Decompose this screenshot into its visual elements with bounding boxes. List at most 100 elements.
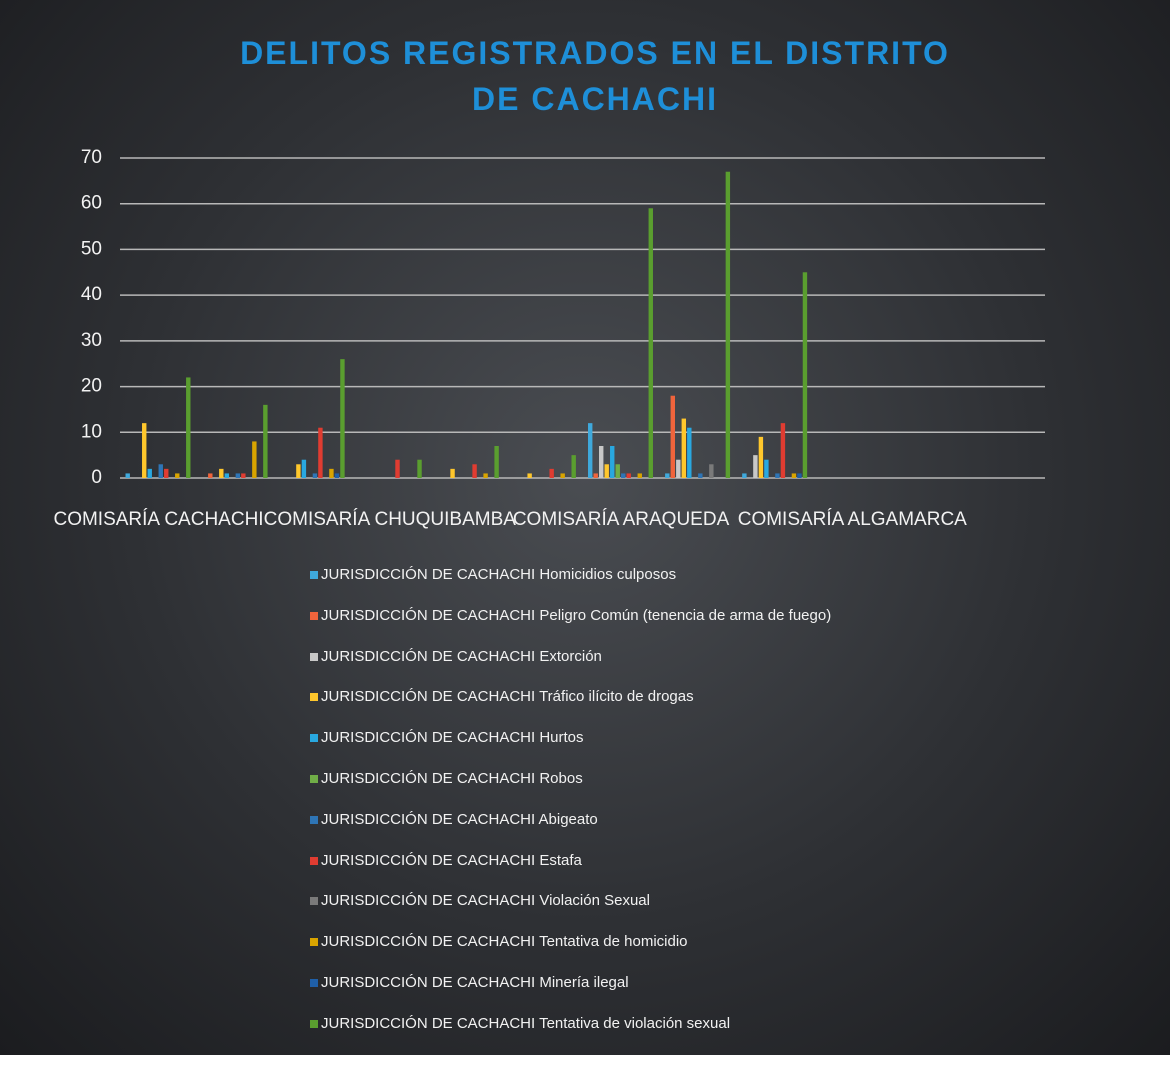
bar <box>417 459 422 478</box>
bar <box>571 455 576 478</box>
legend-swatch <box>310 652 318 661</box>
legend-entry: JURISDICCIÓN DE CACHACHI Estafa <box>310 852 582 869</box>
bar <box>164 468 169 478</box>
legend-swatch <box>310 611 318 620</box>
bar <box>235 473 241 478</box>
bar <box>665 473 670 478</box>
bar <box>593 473 598 478</box>
legend-swatch <box>310 856 318 865</box>
bar <box>334 473 340 478</box>
legend-label: JURISDICCIÓN DE CACHACHI Tentativa de vi… <box>321 1014 731 1032</box>
bar <box>301 459 307 478</box>
legend-label: JURISDICCIÓN DE CACHACHI Minería ilegal <box>321 974 629 991</box>
bar <box>626 473 631 478</box>
bar <box>615 464 620 478</box>
y-tick-label: 10 <box>81 421 102 442</box>
bar <box>312 473 318 478</box>
legend-swatch <box>310 897 318 906</box>
bar <box>318 427 323 478</box>
bar <box>125 473 130 478</box>
legend-swatch <box>310 815 318 824</box>
y-tick-label: 20 <box>81 376 102 397</box>
legend-swatch <box>310 938 318 947</box>
bar <box>175 473 180 478</box>
y-tick-label: 50 <box>81 238 102 259</box>
bar <box>791 473 797 478</box>
legend-swatch <box>310 571 318 580</box>
legend-entry: JURISDICCIÓN DE CACHACHI Homicidios culp… <box>310 566 676 583</box>
y-tick-label: 60 <box>81 193 102 214</box>
bar <box>158 464 163 478</box>
bar <box>252 441 257 478</box>
legend-label: JURISDICCIÓN DE CACHACHI Extorción <box>321 647 602 665</box>
x-tick-label: COMISARÍA ALGAMARCA <box>738 509 967 530</box>
legend-entry: JURISDICCIÓN DE CACHACHI Minería ilegal <box>310 974 629 991</box>
legend-label: JURISDICCIÓN DE CACHACHI Violación Sexua… <box>321 892 650 910</box>
legend-swatch <box>310 693 318 702</box>
bar <box>241 473 246 478</box>
bar <box>725 171 731 478</box>
x-tick-label: COMISARÍA CHUQUIBAMBA <box>264 509 517 530</box>
legend-entry: JURISDICCIÓN DE CACHACHI Tentativa de ho… <box>310 933 688 950</box>
legend-swatch <box>310 1019 318 1028</box>
bar <box>395 459 400 478</box>
legend-label: JURISDICCIÓN DE CACHACHI Hurtos <box>321 729 584 747</box>
bar <box>472 464 477 478</box>
bar <box>676 459 681 478</box>
bar <box>142 423 147 478</box>
bar <box>648 208 653 479</box>
bar <box>219 468 224 478</box>
bar <box>775 473 780 478</box>
bar <box>147 468 152 478</box>
bar <box>450 468 455 478</box>
bar <box>599 446 604 478</box>
chart-title: DELITOS REGISTRADOS EN EL DISTRITO DE CA… <box>240 35 950 117</box>
legend-entry: JURISDICCIÓN DE CACHACHI Abigeato <box>310 811 598 828</box>
bar <box>758 436 764 478</box>
legend-entry: JURISDICCIÓN DE CACHACHI Tentativa de vi… <box>310 1015 730 1032</box>
bar <box>224 473 230 478</box>
legend-swatch <box>310 775 318 784</box>
bar <box>329 468 334 478</box>
y-tick-label: 30 <box>81 330 102 351</box>
legend-entry: JURISDICCIÓN DE CACHACHI Extorción <box>310 648 602 665</box>
bar <box>549 468 554 478</box>
legend-label: JURISDICCIÓN DE CACHACHI Abigeato <box>321 810 598 828</box>
y-tick-label: 0 <box>91 467 102 488</box>
bar <box>637 473 642 478</box>
y-tick-label: 70 <box>81 147 102 168</box>
bar <box>604 464 609 478</box>
legend-label: JURISDICCIÓN DE CACHACHI Tráfico ilícito… <box>321 688 694 706</box>
legend-label: JURISDICCIÓN DE CACHACHI Homicidios culp… <box>321 566 677 583</box>
legend-label: JURISDICCIÓN DE CACHACHI Robos <box>321 770 583 787</box>
bar <box>483 473 488 478</box>
legend-entry: JURISDICCIÓN DE CACHACHI Violación Sexua… <box>310 892 650 909</box>
bar <box>698 473 703 478</box>
bar <box>670 395 675 478</box>
legend-entry: JURISDICCIÓN DE CACHACHI Tráfico ilícito… <box>310 688 694 705</box>
legend-label: JURISDICCIÓN DE CACHACHI Peligro Común (… <box>321 606 832 624</box>
bar <box>296 464 301 478</box>
bar <box>802 272 808 478</box>
bar <box>621 473 626 478</box>
y-tick-label: 40 <box>81 284 102 305</box>
legend-label: JURISDICCIÓN DE CACHACHI Tentativa de ho… <box>321 933 688 951</box>
legend-swatch <box>310 979 318 988</box>
x-tick-label: COMISARÍA ARAQUEDA <box>513 509 730 530</box>
bar <box>687 427 692 478</box>
bar <box>263 404 268 478</box>
legend-swatch <box>310 734 318 743</box>
bar <box>494 446 499 478</box>
legend-entry: JURISDICCIÓN DE CACHACHI Peligro Común (… <box>310 607 831 624</box>
bar <box>681 418 687 478</box>
legend-entry: JURISDICCIÓN DE CACHACHI Hurtos <box>310 729 584 746</box>
bar <box>588 423 593 478</box>
legend-entry: JURISDICCIÓN DE CACHACHI Robos <box>310 770 583 787</box>
bar <box>560 473 565 478</box>
bar <box>186 377 191 478</box>
bar <box>797 473 802 478</box>
x-tick-label: COMISARÍA CACHACHI <box>53 509 263 530</box>
